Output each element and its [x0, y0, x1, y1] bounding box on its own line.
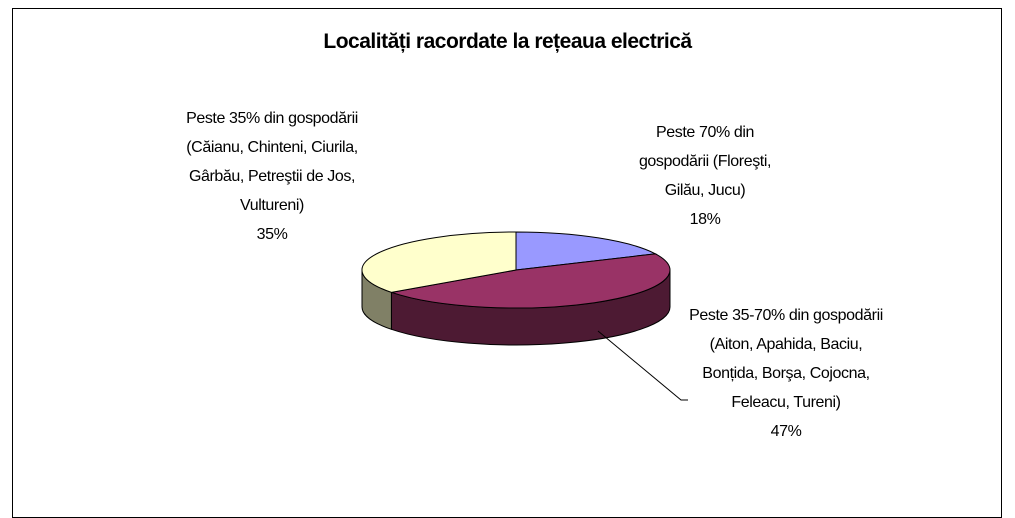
pie-slice — [361, 231, 517, 293]
slice-category: Peste 35-70% din gospodării (Aiton, Apah… — [689, 307, 883, 411]
slice-category: Peste 35% din gospodării (Căianu, Chinte… — [186, 110, 358, 214]
slice-value-label: 18% — [689, 211, 721, 228]
slice-label: Peste 35% din gospodării (Căianu, Chinte… — [182, 104, 362, 249]
slice-category: Peste 70% din gospodării (Floreşti, Gilă… — [638, 124, 772, 199]
slice-value-label: 47% — [770, 423, 802, 440]
slice-value-label: 35% — [256, 226, 288, 243]
chart — [361, 231, 688, 401]
slice-label: Peste 35-70% din gospodării (Aiton, Apah… — [688, 301, 884, 446]
leader-line — [597, 330, 688, 401]
slice-label: Peste 70% din gospodării (Floreşti, Gilă… — [620, 118, 790, 234]
pie-slice — [515, 231, 658, 271]
pie-slice — [391, 253, 671, 309]
page: Localități racordate la rețeaua electric… — [12, 8, 1002, 518]
chart-title: Localități racordate la rețeaua electric… — [323, 30, 692, 53]
